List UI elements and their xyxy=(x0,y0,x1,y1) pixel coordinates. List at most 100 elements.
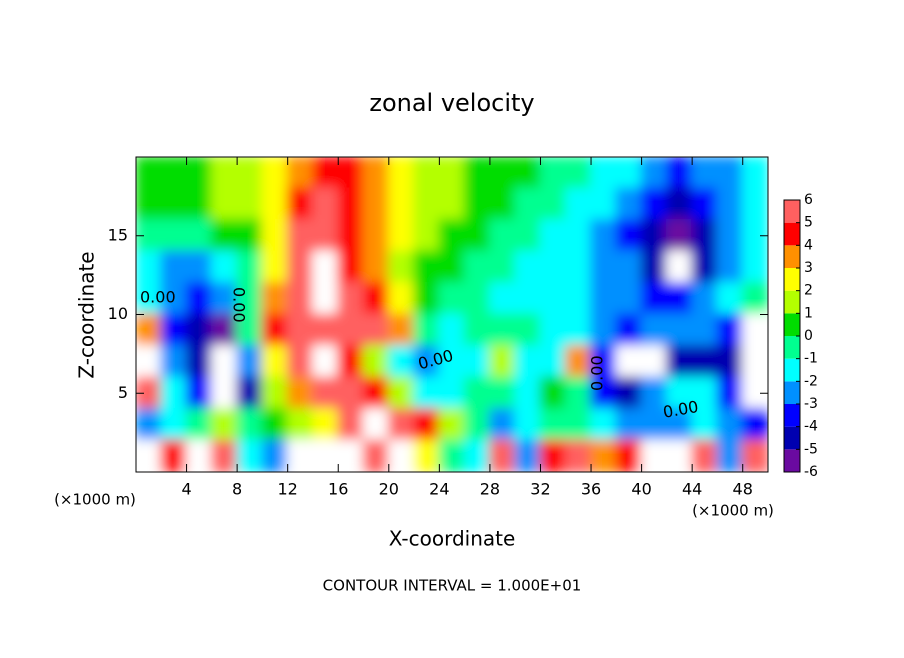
heat-cell xyxy=(337,219,365,253)
heat-cell xyxy=(438,187,466,221)
heat-cell xyxy=(362,187,390,221)
x-tick-label: 28 xyxy=(480,480,500,499)
heat-cell xyxy=(488,282,517,316)
heat-cell xyxy=(741,187,768,221)
heat-cell xyxy=(691,376,719,410)
heat-cell xyxy=(615,219,643,253)
heat-cell xyxy=(413,219,441,253)
y-tick-label: 15 xyxy=(108,225,128,244)
heat-cell xyxy=(185,157,213,190)
heat-cell xyxy=(261,187,289,221)
heat-cell xyxy=(539,157,567,190)
heat-cell xyxy=(691,282,719,316)
heat-cell xyxy=(286,408,314,442)
heat-cell xyxy=(387,187,416,221)
heat-cell xyxy=(564,345,593,379)
heat-cell xyxy=(539,408,567,442)
heat-cell xyxy=(438,250,466,284)
heat-cell xyxy=(488,219,517,253)
heat-cell xyxy=(665,408,694,442)
x-tick-label: 48 xyxy=(733,480,753,499)
heat-cell xyxy=(539,376,567,410)
heat-cell xyxy=(665,439,694,472)
heat-cell xyxy=(286,250,314,284)
heat-cell xyxy=(463,282,491,316)
heat-cell xyxy=(564,313,593,347)
heat-cell xyxy=(741,250,768,284)
colorbar-swatch xyxy=(784,222,800,246)
colorbar-tick-label: -5 xyxy=(804,441,818,457)
heat-cell xyxy=(716,282,744,316)
heat-cell xyxy=(311,250,340,284)
heat-cell xyxy=(691,439,719,472)
y-axis-label: Z-coordinate xyxy=(75,251,99,378)
heat-cell xyxy=(488,250,517,284)
heat-cell xyxy=(311,282,340,316)
heat-cell xyxy=(665,187,694,221)
contour-label: 0.00 xyxy=(230,287,249,323)
heat-cell xyxy=(514,376,542,410)
heat-cell xyxy=(210,408,239,442)
heat-cell xyxy=(286,282,314,316)
colorbar-swatch xyxy=(784,268,800,291)
heat-cell xyxy=(564,282,593,316)
heat-cell xyxy=(185,408,213,442)
heat-cell xyxy=(463,408,491,442)
x-tick-label: 24 xyxy=(429,480,449,499)
heat-cell xyxy=(741,282,768,316)
heat-cell xyxy=(185,345,213,379)
heat-cell xyxy=(488,345,517,379)
heat-cell xyxy=(160,187,188,221)
colorbar-swatch xyxy=(784,336,800,359)
heat-cell xyxy=(691,313,719,347)
heat-cell xyxy=(337,313,365,347)
heat-cell xyxy=(741,439,768,472)
colorbar-swatch xyxy=(784,426,800,450)
heat-cell xyxy=(337,376,365,410)
heat-cell xyxy=(615,313,643,347)
heat-cell xyxy=(590,313,618,347)
heat-cell xyxy=(337,345,365,379)
heat-cell xyxy=(741,408,768,442)
heat-cell xyxy=(136,408,163,442)
heat-cell xyxy=(564,250,593,284)
heat-cell xyxy=(514,345,542,379)
colorbar-tick-label: -6 xyxy=(804,464,818,480)
heat-cell xyxy=(665,313,694,347)
x-unit-label: (×1000 m) xyxy=(54,491,136,509)
heat-cell xyxy=(514,219,542,253)
heat-cell xyxy=(160,439,188,472)
heat-cell xyxy=(615,187,643,221)
heat-cell xyxy=(539,345,567,379)
heat-cell xyxy=(716,313,744,347)
colorbar-tick-label: -1 xyxy=(804,351,818,367)
colorbar-swatch xyxy=(784,381,800,404)
heat-cell xyxy=(362,408,390,442)
heat-cell xyxy=(185,282,213,316)
heat-cell xyxy=(539,250,567,284)
heat-cell xyxy=(488,313,517,347)
heat-cell xyxy=(387,250,416,284)
heat-cell xyxy=(413,376,441,410)
heat-cell xyxy=(615,345,643,379)
heat-cell xyxy=(210,313,239,347)
colorbar-tick-label: -3 xyxy=(804,396,818,412)
heatmap xyxy=(136,157,768,472)
heat-cell xyxy=(665,219,694,253)
colorbar-tick-label: 6 xyxy=(804,192,813,208)
heat-cell xyxy=(463,345,491,379)
colorbar-tick-label: 2 xyxy=(804,283,813,299)
heat-cell xyxy=(286,439,314,472)
heat-cell xyxy=(564,219,593,253)
heat-cell xyxy=(564,157,593,190)
heat-cell xyxy=(136,250,163,284)
heat-cell xyxy=(590,250,618,284)
heat-cell xyxy=(463,250,491,284)
heat-cell xyxy=(261,439,289,472)
heat-cell xyxy=(387,376,416,410)
heat-cell xyxy=(286,157,314,190)
heat-cell xyxy=(463,439,491,472)
colorbar-tick-label: 0 xyxy=(804,328,813,344)
heat-cell xyxy=(488,157,517,190)
heat-cell xyxy=(463,187,491,221)
